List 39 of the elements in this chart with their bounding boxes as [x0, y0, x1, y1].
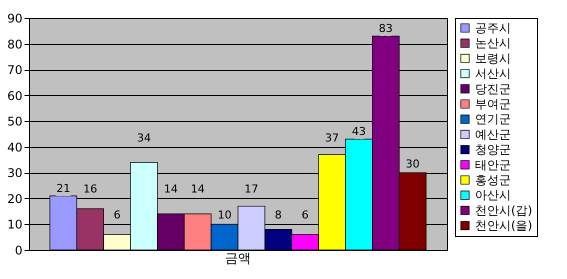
legend-label: 청양군: [475, 142, 511, 157]
data-label: 21: [56, 182, 70, 195]
data-label: 16: [83, 182, 98, 196]
y-tick-label: 20: [7, 192, 22, 206]
y-tick-label: 60: [7, 88, 22, 103]
y-tick-label: 30: [7, 166, 22, 180]
legend-label: 공주시: [475, 21, 511, 35]
data-label: 43: [352, 125, 366, 138]
data-label: 37: [325, 132, 340, 144]
legend-label: 보령시: [475, 51, 511, 66]
legend-label: 홍성군: [475, 173, 511, 187]
y-tick-label: 0: [14, 244, 22, 258]
data-label: 6: [114, 208, 121, 222]
data-label: 6: [302, 208, 309, 222]
y-tick-label: 90: [7, 12, 22, 26]
data-label: 8: [274, 208, 282, 222]
legend-label: 서산시: [475, 66, 511, 81]
x-tick-label: 금액: [225, 252, 251, 266]
data-label: 30: [406, 158, 420, 170]
data-label: 34: [136, 132, 151, 144]
legend-label: 천안시(을): [475, 218, 532, 233]
data-label: 17: [244, 182, 258, 196]
data-label: 83: [378, 22, 393, 36]
legend-label: 부여군: [475, 97, 511, 111]
legend-label: 논산시: [475, 36, 511, 50]
legend-label: 태안군: [475, 158, 511, 172]
y-tick-label: 10: [7, 218, 22, 232]
y-tick-label: 40: [7, 140, 22, 154]
y-tick-label: 80: [7, 37, 22, 52]
legend-label: 천안시(갑): [475, 203, 532, 218]
data-label: 14: [164, 182, 178, 196]
legend-label: 예산군: [475, 127, 511, 142]
legend-label: 당진군: [475, 82, 511, 96]
legend-label: 연기군: [475, 112, 511, 126]
legend-label: 아산시: [475, 188, 511, 202]
data-label: 10: [218, 208, 232, 222]
y-tick-label: 70: [7, 63, 22, 78]
y-tick-label: 50: [7, 114, 22, 129]
data-label: 14: [190, 182, 205, 196]
